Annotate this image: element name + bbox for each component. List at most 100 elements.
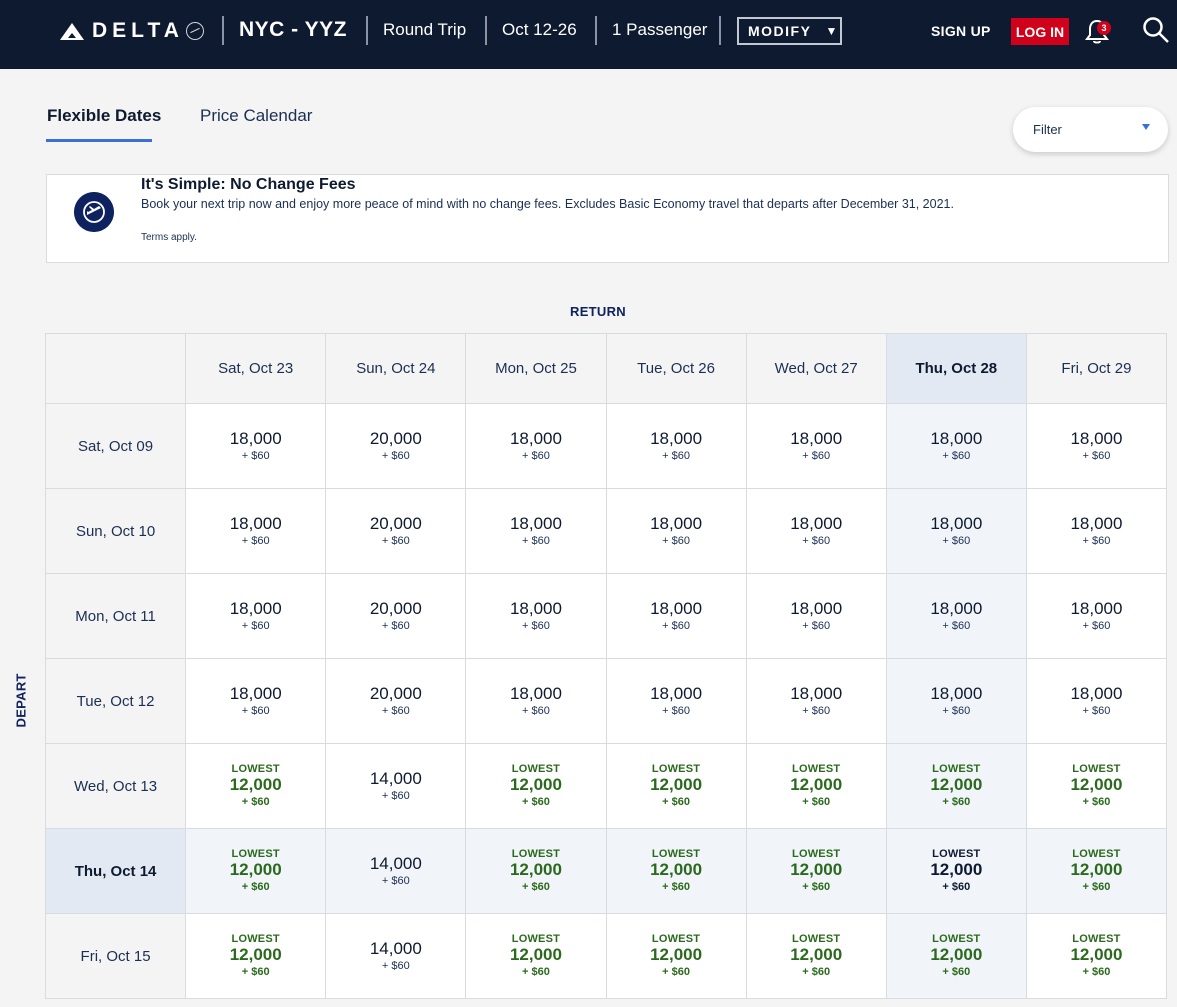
fare-cell[interactable]: 14,000 + $60	[325, 743, 467, 829]
fare-cell[interactable]: LOWEST 12,000 + $60	[605, 913, 747, 999]
lowest-fare-tag: LOWEST	[511, 933, 561, 945]
fare-cell[interactable]: 18,000 + $60	[1025, 403, 1168, 489]
fare-miles: 14,000	[369, 854, 422, 873]
fare-fee: + $60	[802, 881, 831, 893]
fare-fee: + $60	[802, 705, 831, 717]
fare-cell[interactable]: LOWEST 12,000 + $60	[1025, 913, 1168, 999]
fare-miles: 12,000	[229, 860, 282, 879]
fare-cell[interactable]: 18,000 + $60	[885, 658, 1027, 744]
lowest-fare-tag: LOWEST	[792, 848, 841, 860]
fare-cell[interactable]: LOWEST 12,000 + $60	[885, 913, 1027, 999]
lowest-fare-tag: LOWEST	[932, 933, 981, 945]
fare-cell[interactable]: LOWEST 12,000 + $60	[465, 743, 607, 829]
fare-cell[interactable]: 18,000 + $60	[465, 573, 607, 659]
fare-fee: + $60	[662, 705, 690, 717]
fare-fee: + $60	[802, 620, 831, 632]
fare-cell[interactable]: LOWEST 12,000 + $60	[185, 743, 327, 829]
fare-cell[interactable]: 18,000 + $60	[185, 488, 327, 574]
fare-cell[interactable]: 18,000 + $60	[465, 658, 607, 744]
fare-fee: + $60	[662, 620, 690, 632]
sign-up-link[interactable]: SIGN UP	[931, 23, 991, 39]
fare-cell[interactable]: 18,000 + $60	[605, 488, 747, 574]
fare-miles: 18,000	[229, 429, 282, 448]
fare-cell[interactable]: 20,000 + $60	[325, 573, 467, 659]
fare-miles: 18,000	[509, 429, 562, 448]
depart-date-header: Fri, Oct 15	[44, 913, 187, 999]
fare-cell[interactable]: 18,000 + $60	[605, 403, 747, 489]
fare-cell[interactable]: 18,000 + $60	[745, 488, 887, 574]
fare-fee: + $60	[241, 620, 270, 632]
fare-cell[interactable]: 20,000 + $60	[325, 488, 467, 574]
fare-cell[interactable]: 18,000 + $60	[885, 573, 1027, 659]
fare-cell[interactable]: 18,000 + $60	[1025, 573, 1168, 659]
log-in-button[interactable]: LOG IN	[1011, 18, 1069, 45]
fare-cell[interactable]: LOWEST 12,000 + $60	[185, 828, 327, 914]
fare-cell[interactable]: LOWEST 12,000 + $60	[465, 913, 607, 999]
fare-cell[interactable]: 18,000 + $60	[745, 403, 887, 489]
fare-fee: + $60	[942, 535, 971, 547]
depart-date-header: Thu, Oct 14	[44, 828, 187, 914]
brand-name: DELTA	[92, 19, 184, 42]
fare-fee: + $60	[1082, 535, 1111, 547]
return-date-header: Mon, Oct 25	[465, 333, 607, 404]
fare-cell[interactable]: LOWEST 12,000 + $60	[1025, 743, 1168, 829]
fare-cell[interactable]: 18,000 + $60	[465, 488, 607, 574]
fare-cell[interactable]: 20,000 + $60	[325, 658, 467, 744]
fare-cell[interactable]: LOWEST 12,000 + $60	[1025, 828, 1168, 914]
fare-fee: + $60	[522, 535, 550, 547]
terms-apply-link[interactable]: Terms apply.	[141, 232, 197, 243]
fare-fee: + $60	[381, 535, 410, 547]
tab-price-calendar[interactable]: Price Calendar	[200, 106, 313, 125]
fare-cell[interactable]: 14,000 + $60	[325, 828, 467, 914]
fare-fee: + $60	[942, 796, 971, 808]
lowest-fare-tag: LOWEST	[651, 933, 701, 945]
fare-miles: 12,000	[509, 860, 562, 879]
lowest-fare-tag: LOWEST	[932, 763, 981, 775]
fare-fee: + $60	[381, 620, 410, 632]
fare-cell[interactable]: LOWEST 12,000 + $60	[605, 743, 747, 829]
fare-cell[interactable]: 18,000 + $60	[185, 403, 327, 489]
lowest-fare-tag: LOWEST	[1072, 763, 1121, 775]
no-change-fees-banner: It's Simple: No Change Fees Book your ne…	[46, 174, 1169, 263]
plane-clock-icon	[74, 192, 114, 232]
delta-logo[interactable]: DELTA	[60, 19, 204, 43]
lowest-fare-tag: LOWEST	[231, 933, 280, 945]
fare-fee: + $60	[1082, 966, 1111, 978]
filter-dropdown[interactable]: Filter	[1013, 107, 1168, 152]
fare-cell[interactable]: 20,000 + $60	[325, 403, 467, 489]
search-icon[interactable]	[1142, 16, 1170, 44]
tab-flexible-dates[interactable]: Flexible Dates	[47, 106, 162, 125]
fare-cell[interactable]: 18,000 + $60	[885, 403, 1027, 489]
fare-cell[interactable]: 18,000 + $60	[185, 573, 327, 659]
fare-cell[interactable]: LOWEST 12,000 + $60	[745, 913, 887, 999]
return-date-header: Thu, Oct 28	[885, 333, 1027, 404]
fare-cell[interactable]: 18,000 + $60	[745, 658, 887, 744]
fare-cell[interactable]: LOWEST 12,000 + $60	[745, 743, 887, 829]
fare-cell[interactable]: 18,000 + $60	[1025, 488, 1168, 574]
lowest-fare-tag: LOWEST	[231, 848, 280, 860]
fare-miles: 18,000	[930, 429, 983, 448]
fare-miles: 18,000	[650, 514, 703, 533]
fare-cell[interactable]: 18,000 + $60	[745, 573, 887, 659]
fare-cell[interactable]: LOWEST 12,000 + $60	[465, 828, 607, 914]
fare-cell[interactable]: LOWEST 12,000 + $60	[185, 913, 327, 999]
fare-cell[interactable]: 18,000 + $60	[185, 658, 327, 744]
modify-search-button[interactable]: MODIFY ▼	[737, 17, 842, 45]
fare-cell[interactable]: LOWEST 12,000 + $60	[885, 828, 1027, 914]
fare-cell[interactable]: LOWEST 12,000 + $60	[605, 828, 747, 914]
banner-body: Book your next trip now and enjoy more p…	[141, 197, 954, 211]
fare-cell[interactable]: 18,000 + $60	[1025, 658, 1168, 744]
fare-cell[interactable]: 18,000 + $60	[465, 403, 607, 489]
fare-cell[interactable]: 18,000 + $60	[885, 488, 1027, 574]
fare-miles: 18,000	[790, 514, 843, 533]
fare-cell[interactable]: LOWEST 12,000 + $60	[885, 743, 1027, 829]
fare-cell[interactable]: 18,000 + $60	[605, 658, 747, 744]
fare-fee: + $60	[1082, 796, 1111, 808]
fare-cell[interactable]: 18,000 + $60	[605, 573, 747, 659]
fare-cell[interactable]: 14,000 + $60	[325, 913, 467, 999]
divider	[366, 16, 368, 45]
fare-cell[interactable]: LOWEST 12,000 + $60	[745, 828, 887, 914]
divider	[222, 16, 224, 45]
fare-fee: + $60	[942, 966, 971, 978]
route-summary: NYC - YYZ	[239, 18, 347, 41]
